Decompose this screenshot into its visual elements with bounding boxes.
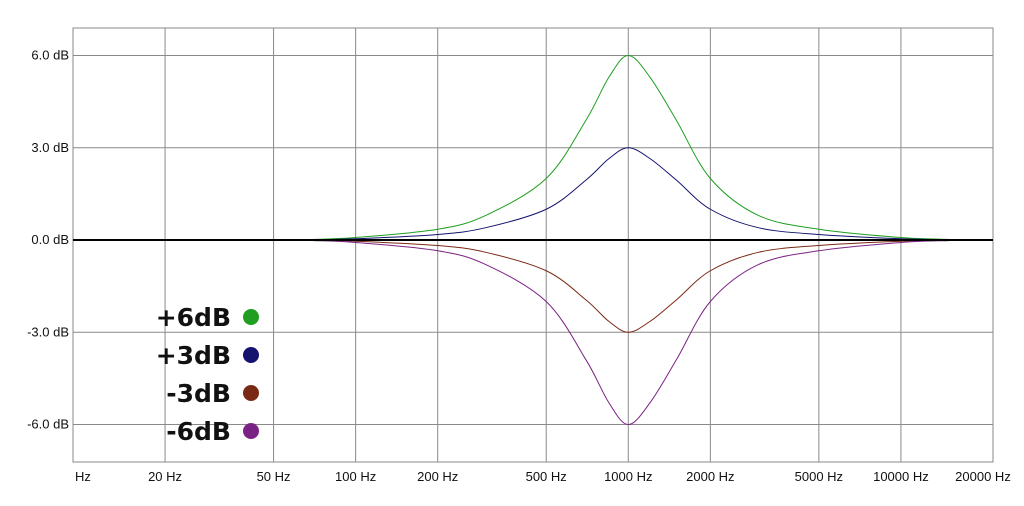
x-axis-ticks: Hz 20 Hz 50 Hz 100 Hz 200 Hz 500 Hz 1000 Hz 200… bbox=[75, 469, 1011, 484]
x-tick-label: 200 Hz bbox=[417, 469, 458, 484]
x-tick-label: 20000 Hz bbox=[955, 469, 1011, 484]
y-tick-label: -3.0 dB bbox=[27, 324, 69, 339]
y-tick-label: 6.0 dB bbox=[31, 48, 69, 63]
x-tick-label: 5000 Hz bbox=[795, 469, 843, 484]
x-tick-label: 10000 Hz bbox=[873, 469, 929, 484]
x-tick-label: Hz bbox=[75, 469, 91, 484]
x-tick-label: 50 Hz bbox=[257, 469, 291, 484]
series-line-3db bbox=[313, 239, 949, 333]
legend-label: +6dB bbox=[156, 303, 231, 332]
legend-marker bbox=[243, 309, 259, 325]
legend-label: -3dB bbox=[166, 379, 231, 408]
x-tick-label: 2000 Hz bbox=[686, 469, 734, 484]
y-tick-label: 3.0 dB bbox=[31, 140, 69, 155]
legend-marker bbox=[243, 423, 259, 439]
series-line-3db bbox=[313, 147, 949, 241]
y-tick-label: 0.0 dB bbox=[31, 232, 69, 247]
legend-marker bbox=[243, 385, 259, 401]
grid-lines bbox=[72, 27, 994, 463]
x-tick-label: 500 Hz bbox=[526, 469, 567, 484]
plot-frame bbox=[72, 27, 994, 463]
x-tick-label: 100 Hz bbox=[335, 469, 376, 484]
x-tick-label: 1000 Hz bbox=[604, 469, 652, 484]
series-line-6db bbox=[313, 240, 949, 426]
series-curves bbox=[73, 54, 993, 426]
x-tick-label: 20 Hz bbox=[148, 469, 182, 484]
series-line-6db bbox=[313, 54, 949, 240]
legend-label: -6dB bbox=[166, 417, 231, 446]
legend: +6dB +3dB -3dB -6dB bbox=[156, 303, 259, 446]
y-tick-label: -6.0 dB bbox=[27, 417, 69, 432]
y-axis-ticks: 6.0 dB 3.0 dB 0.0 dB -3.0 dB -6.0 dB bbox=[27, 48, 69, 432]
legend-marker bbox=[243, 347, 259, 363]
legend-label: +3dB bbox=[156, 341, 231, 370]
